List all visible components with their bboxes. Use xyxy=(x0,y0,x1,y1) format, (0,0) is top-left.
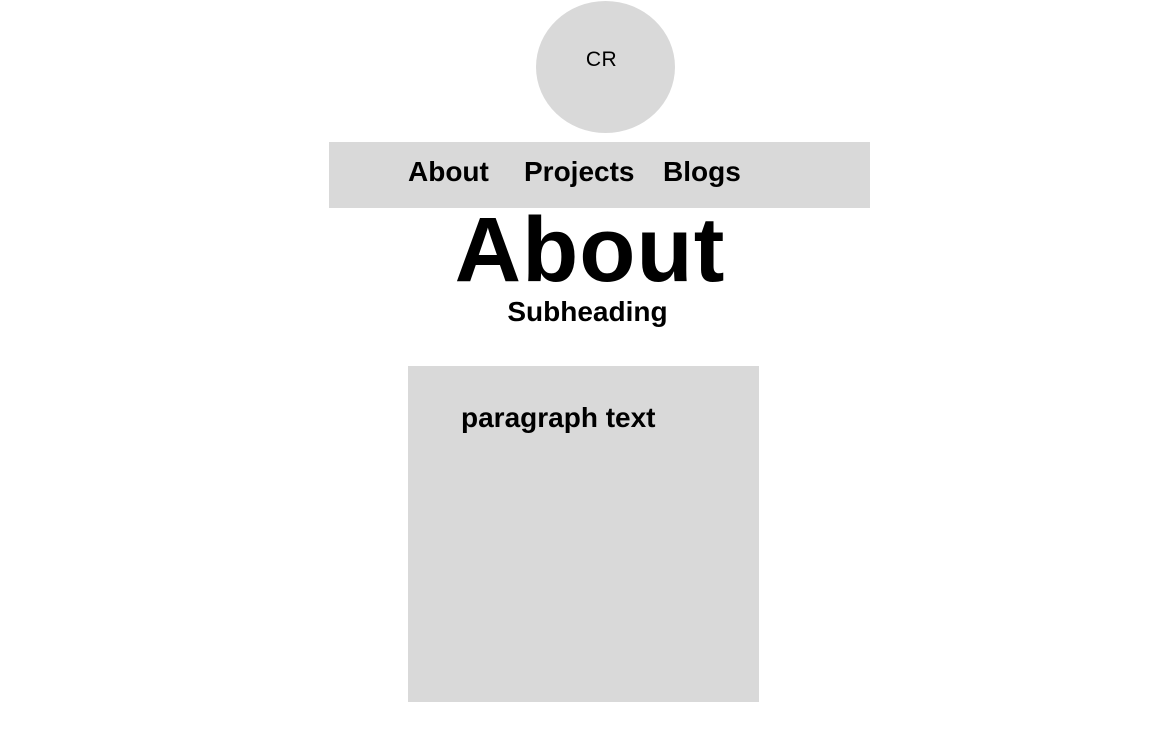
nav-link-about[interactable]: About xyxy=(408,156,489,187)
content-box: paragraph text xyxy=(408,366,759,702)
page-title: About xyxy=(454,199,726,301)
nav-link-projects[interactable]: Projects xyxy=(524,156,635,187)
avatar: CR xyxy=(536,1,675,133)
subheading: Subheading xyxy=(507,296,668,327)
nav-link-blogs[interactable]: Blogs xyxy=(663,156,741,187)
paragraph-text: paragraph text xyxy=(461,402,656,433)
avatar-initials: CR xyxy=(585,48,618,71)
navbar: About Projects Blogs xyxy=(329,142,870,208)
